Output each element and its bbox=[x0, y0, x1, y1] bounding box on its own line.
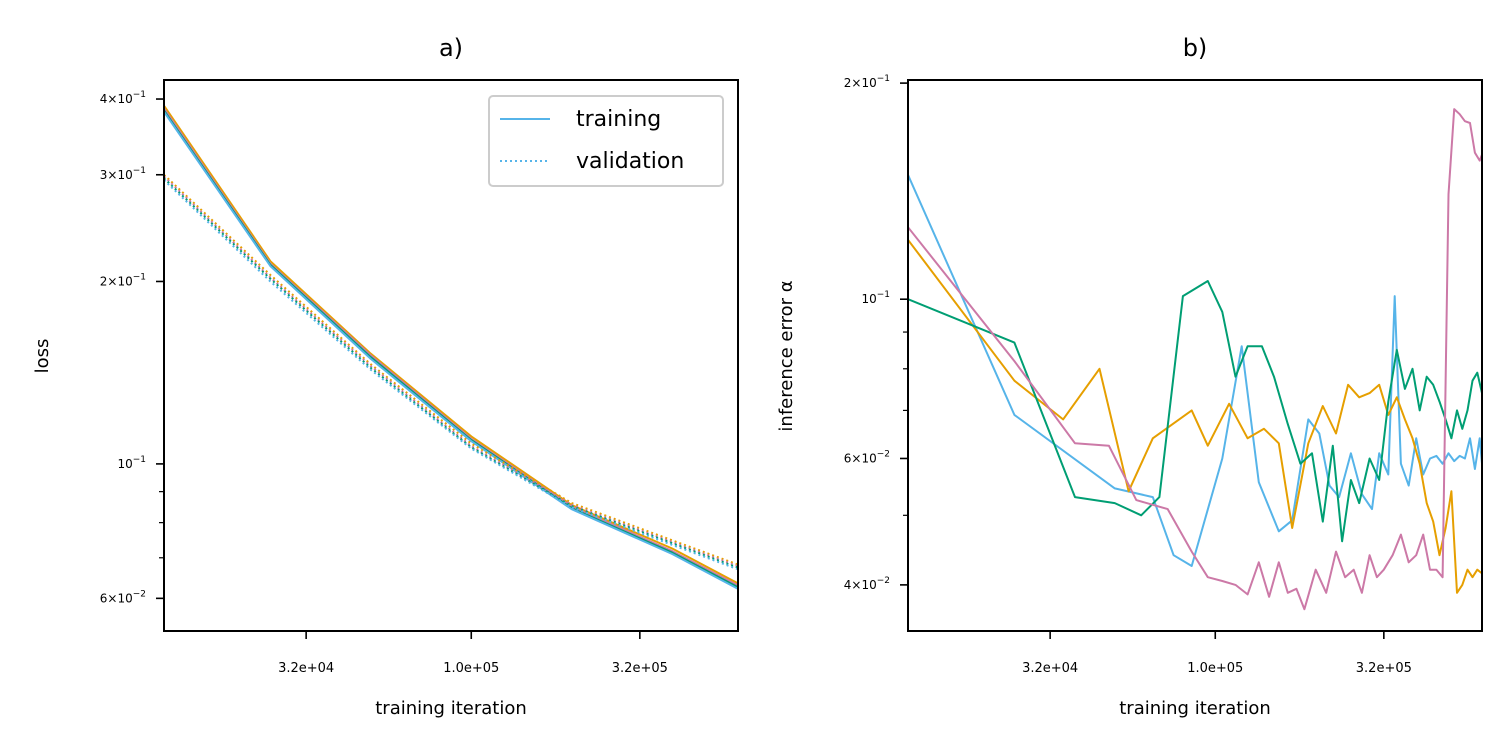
validation-line bbox=[164, 174, 738, 566]
validation-line bbox=[164, 179, 738, 571]
panel-b-ticks: 3.2e+04 1.0e+05 3.2e+05 2×10−1 10−1 6×10−2 4×1… bbox=[844, 74, 1412, 676]
panel-a-title: a) bbox=[439, 34, 463, 62]
legend-validation-label: validation bbox=[576, 149, 684, 174]
training-line bbox=[908, 280, 1482, 543]
panel-b-ylabel: inference error α bbox=[776, 280, 797, 431]
panel-b-series bbox=[908, 108, 1482, 611]
panel-a-ylabel: loss bbox=[32, 339, 53, 374]
training-line bbox=[908, 174, 1482, 567]
legend: training validation bbox=[488, 95, 724, 187]
validation-line bbox=[164, 177, 738, 569]
panel-b-frame bbox=[907, 79, 1483, 632]
x-tick-label: 3.2e+05 bbox=[1356, 661, 1412, 676]
training-line bbox=[164, 111, 738, 590]
panel-b: b) inference error α training iteration … bbox=[776, 34, 1483, 719]
x-tick-label: 1.0e+05 bbox=[1187, 661, 1243, 676]
y-tick-label: 6×10−2 bbox=[100, 589, 146, 605]
panel-b-xlabel: training iteration bbox=[1119, 698, 1271, 719]
y-tick-label: 3×10−1 bbox=[100, 166, 146, 182]
training-line bbox=[908, 108, 1482, 611]
legend-training-label: training bbox=[576, 107, 661, 132]
x-tick-label: 3.2e+04 bbox=[1022, 661, 1078, 676]
panel-a-frame bbox=[163, 79, 739, 632]
y-tick-label: 2×10−1 bbox=[844, 74, 890, 90]
y-tick-label: 4×10−1 bbox=[100, 90, 146, 106]
y-tick-label: 2×10−1 bbox=[100, 272, 146, 288]
y-tick-label: 10−1 bbox=[117, 455, 146, 471]
panel-a: a) loss training iteration 3.2e+04 1.0e+0… bbox=[32, 34, 739, 719]
panel-b-title: b) bbox=[1183, 34, 1208, 62]
y-tick-label: 6×10−2 bbox=[844, 449, 890, 465]
y-tick-label: 10−1 bbox=[861, 290, 890, 306]
training-line bbox=[164, 105, 738, 585]
panel-a-series bbox=[164, 105, 738, 590]
x-tick-label: 3.2e+05 bbox=[612, 661, 668, 676]
x-tick-label: 1.0e+05 bbox=[443, 661, 499, 676]
y-tick-label: 4×10−2 bbox=[844, 576, 890, 592]
x-tick-label: 3.2e+04 bbox=[278, 661, 334, 676]
panel-a-xlabel: training iteration bbox=[375, 698, 527, 719]
training-line bbox=[908, 239, 1482, 594]
